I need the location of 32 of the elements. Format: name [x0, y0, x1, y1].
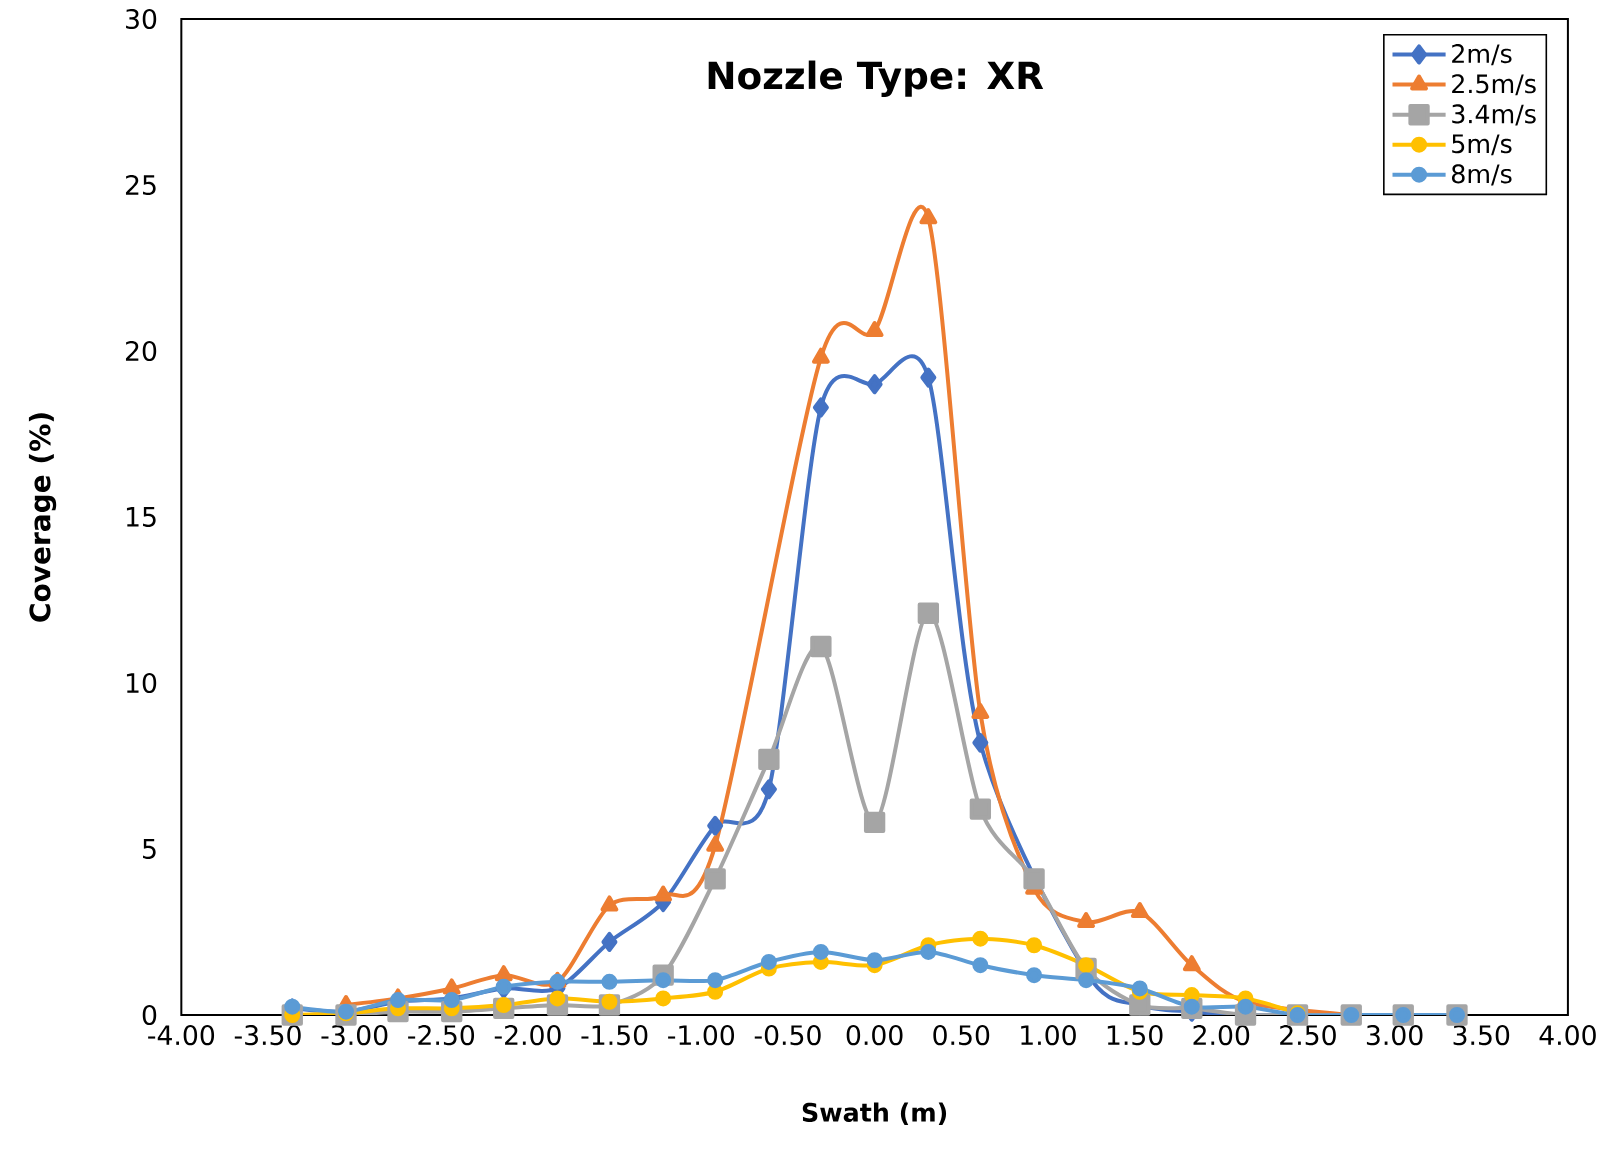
- y-tick-label: 0: [142, 1004, 157, 1026]
- x-tick-label: -2.00: [494, 1025, 561, 1046]
- y-tick-label: 10: [126, 672, 157, 694]
- x-tick-label: 0.00: [846, 1025, 903, 1046]
- x-axis-title: Swath (m): [802, 1102, 947, 1125]
- text: Nozzle Type: XR: [708, 60, 1044, 97]
- legend-label: 2m/s: [1452, 44, 1512, 66]
- legend-label: 8m/s: [1451, 164, 1512, 186]
- legend-label: 2.5m/s: [1452, 74, 1536, 96]
- x-tick-label: 2.00: [1193, 1025, 1250, 1046]
- y-tick-label: 15: [126, 507, 156, 527]
- x-tick-label: 2.50: [1280, 1025, 1336, 1046]
- x-tick-label: 0.50: [933, 1025, 990, 1046]
- x-tick-label: 1.00: [1021, 1025, 1076, 1046]
- x-tick-label: -2.50: [408, 1025, 475, 1046]
- y-tick-label: 5: [143, 839, 156, 859]
- x-tick-label: -0.50: [754, 1025, 821, 1046]
- x-tick-label: 3.00: [1366, 1025, 1423, 1046]
- x-tick-label: -4.00: [148, 1025, 215, 1046]
- y-axis-title: Coverage (%): [28, 413, 57, 622]
- y-tick-label: 30: [126, 8, 157, 30]
- x-tick-label: -3.50: [234, 1025, 301, 1046]
- y-tick-label: 25: [125, 174, 156, 196]
- x-tick-label: 3.50: [1453, 1025, 1510, 1046]
- x-tick-label: -3.00: [321, 1025, 388, 1046]
- x-tick-label: 1.50: [1107, 1025, 1163, 1046]
- legend-label: 3.4m/s: [1452, 104, 1536, 126]
- x-tick-label: 4.00: [1539, 1025, 1596, 1046]
- x-tick-label: -1.00: [668, 1025, 735, 1046]
- legend-label: 5m/s: [1452, 134, 1512, 156]
- x-tick-label: -1.50: [581, 1025, 648, 1046]
- y-tick-label: 20: [125, 340, 157, 362]
